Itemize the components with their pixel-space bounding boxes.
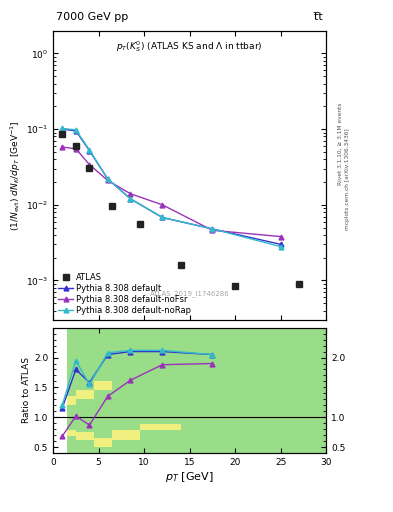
Pythia 8.308 default-noRap (160, 215, 165, 221)
Pythia 8.308 default-noFsr (60, 144, 64, 150)
ATLAS (297, 281, 301, 287)
Line: Pythia 8.308 default-noFsr: Pythia 8.308 default-noFsr (60, 144, 283, 239)
ATLAS (73, 143, 78, 149)
Pythia 8.308 default (87, 147, 92, 154)
Pythia 8.308 default (278, 241, 283, 247)
Y-axis label: $(1/N_\mathrm{evt})\ dN_K/dp_T\ [\mathrm{GeV}^{-1}]$: $(1/N_\mathrm{evt})\ dN_K/dp_T\ [\mathrm… (9, 120, 23, 231)
ATLAS (178, 262, 183, 268)
Pythia 8.308 default (128, 196, 133, 202)
Line: Pythia 8.308 default-noRap: Pythia 8.308 default-noRap (60, 126, 283, 249)
Pythia 8.308 default (105, 176, 110, 182)
Pythia 8.308 default-noFsr (210, 227, 215, 233)
Pythia 8.308 default-noFsr (128, 190, 133, 197)
Legend: ATLAS, Pythia 8.308 default, Pythia 8.308 default-noFsr, Pythia 8.308 default-no: ATLAS, Pythia 8.308 default, Pythia 8.30… (55, 270, 194, 317)
Pythia 8.308 default-noRap (87, 147, 92, 153)
ATLAS (137, 221, 142, 227)
Pythia 8.308 default-noFsr (73, 146, 78, 152)
ATLAS (87, 164, 92, 170)
Pythia 8.308 default-noRap (128, 196, 133, 202)
X-axis label: $p_T$ [GeV]: $p_T$ [GeV] (165, 470, 214, 484)
Pythia 8.308 default (210, 226, 215, 232)
ATLAS (60, 132, 64, 138)
Pythia 8.308 default-noFsr (160, 202, 165, 208)
Y-axis label: Ratio to ATLAS: Ratio to ATLAS (22, 357, 31, 423)
Line: Pythia 8.308 default: Pythia 8.308 default (60, 126, 283, 247)
Pythia 8.308 default-noRap (105, 176, 110, 182)
Pythia 8.308 default-noRap (60, 125, 64, 132)
Pythia 8.308 default (60, 126, 64, 132)
Pythia 8.308 default (73, 128, 78, 134)
ATLAS (233, 283, 237, 289)
Line: ATLAS: ATLAS (59, 131, 302, 289)
Text: $p_T(K^0_S)$ (ATLAS KS and $\Lambda$ in ttbar): $p_T(K^0_S)$ (ATLAS KS and $\Lambda$ in … (116, 39, 263, 54)
Pythia 8.308 default-noFsr (105, 177, 110, 183)
Pythia 8.308 default-noFsr (278, 233, 283, 240)
Text: ATLAS_2019_I1746286: ATLAS_2019_I1746286 (150, 290, 230, 297)
Pythia 8.308 default-noFsr (87, 161, 92, 167)
Text: 7000 GeV pp: 7000 GeV pp (56, 12, 128, 22)
Pythia 8.308 default-noRap (73, 127, 78, 133)
ATLAS (110, 203, 115, 209)
Text: t̅t: t̅t (315, 12, 323, 22)
Pythia 8.308 default (160, 215, 165, 221)
Text: mcplots.cern.ch [arXiv:1306.3436]: mcplots.cern.ch [arXiv:1306.3436] (345, 129, 350, 230)
Pythia 8.308 default-noRap (210, 226, 215, 232)
Pythia 8.308 default-noRap (278, 244, 283, 250)
Text: Rivet 3.1.10, ≥ 3.1M events: Rivet 3.1.10, ≥ 3.1M events (338, 102, 342, 184)
